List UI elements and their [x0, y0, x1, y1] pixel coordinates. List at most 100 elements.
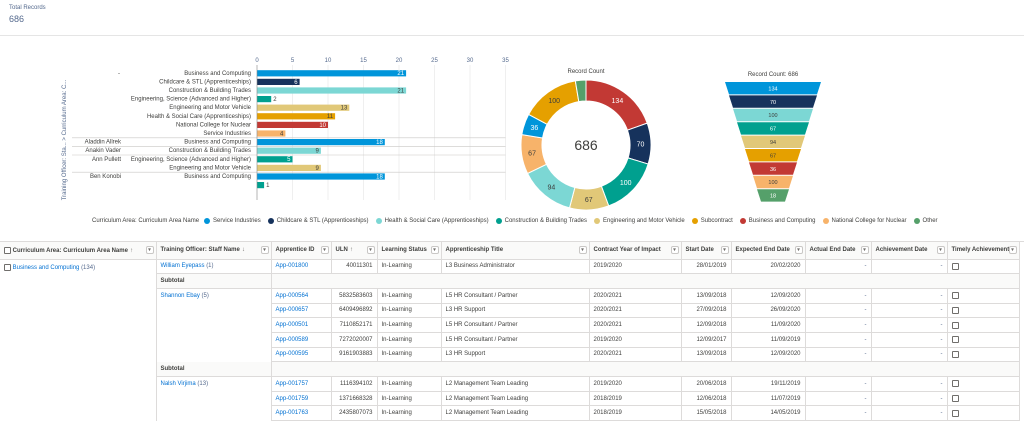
legend-item[interactable]: Service Industries	[204, 218, 261, 224]
bar[interactable]	[257, 156, 293, 163]
donut-slice[interactable]	[585, 79, 648, 131]
legend-item[interactable]: Engineering and Motor Vehicle	[594, 218, 685, 224]
row-checkbox[interactable]	[4, 263, 11, 271]
funnel-segment[interactable]	[749, 162, 797, 175]
legend-item[interactable]: Subcontract	[691, 218, 733, 224]
timely-checkbox[interactable]	[951, 321, 959, 329]
apprentice-id-link[interactable]: App-001759	[271, 391, 332, 407]
bar-value-label: 9	[316, 149, 320, 155]
sort-down-icon[interactable]: ↓	[241, 247, 245, 254]
column-menu-icon[interactable]: ▾	[860, 246, 869, 254]
bar[interactable]	[257, 78, 300, 85]
funnel-segment[interactable]	[733, 108, 813, 122]
sort-up-icon[interactable]: ↑	[129, 247, 133, 254]
funnel-segment[interactable]	[745, 149, 801, 162]
legend-item[interactable]: Business and Computing	[739, 218, 816, 224]
officer-cell[interactable]: Nalsh Virjima (13)	[156, 376, 272, 421]
funnel-segment[interactable]	[737, 122, 809, 135]
funnel-value-label: 67	[770, 153, 776, 159]
column-menu-icon[interactable]: ▾	[1008, 246, 1017, 254]
header-achievement-date[interactable]: Achievement Date ▾	[871, 242, 948, 260]
column-menu-icon[interactable]: ▾	[720, 246, 729, 254]
legend-item[interactable]: Construction & Building Trades	[495, 218, 587, 224]
header-training-officer[interactable]: Training Officer: Staff Name ↓ ▾	[156, 242, 272, 260]
category-label: Health & Social Care (Apprenticeships)	[147, 114, 251, 120]
slice-value-label: 134	[612, 98, 624, 105]
bar-value-label: 5	[287, 157, 291, 163]
legend-item[interactable]: Other	[913, 218, 938, 224]
timely-checkbox[interactable]	[951, 409, 959, 417]
legend-label: Childcare & STL (Apprenticeships)	[276, 218, 369, 224]
area-group-link[interactable]: Business and Computing	[12, 264, 80, 271]
apprentice-id-link[interactable]: App-000501	[271, 317, 332, 333]
funnel-segment[interactable]	[741, 135, 805, 148]
header-timely-achievement[interactable]: Timely Achievement ▾	[947, 242, 1020, 260]
apprentice-id-link[interactable]: App-000589	[271, 332, 332, 348]
apprentice-id-link[interactable]: App-001800	[271, 259, 332, 275]
slice-value-label: 100	[620, 180, 632, 187]
funnel-segment[interactable]	[725, 82, 821, 95]
table-row: App-001759 1371668328 In-Learning L2 Man…	[0, 391, 1020, 407]
total-records-label: Total Records	[9, 5, 46, 11]
header-start-date[interactable]: Start Date ▾	[681, 242, 732, 260]
column-menu-icon[interactable]: ▾	[145, 246, 154, 254]
header-contract-year[interactable]: Contract Year of Impact ▾	[589, 242, 682, 260]
header-curriculum-area[interactable]: Curriculum Area: Curriculum Area Name ↑ ▾	[0, 242, 157, 260]
header-actual-end-date[interactable]: Actual End Date ▾	[805, 242, 872, 260]
timely-checkbox[interactable]	[951, 350, 959, 358]
column-menu-icon[interactable]: ▾	[430, 246, 439, 254]
apprentice-id-link[interactable]: App-001763	[271, 405, 332, 422]
timely-checkbox[interactable]	[951, 380, 959, 388]
column-menu-icon[interactable]: ▾	[670, 246, 679, 254]
slice-value-label: 100	[548, 98, 560, 105]
group-label: Ben Konobi	[90, 174, 121, 180]
bar[interactable]	[257, 173, 385, 180]
bar[interactable]	[257, 164, 321, 171]
bar[interactable]	[257, 139, 385, 146]
bar[interactable]	[257, 87, 407, 94]
funnel-segment[interactable]	[753, 175, 793, 189]
column-menu-icon[interactable]: ▾	[320, 246, 329, 254]
column-menu-icon[interactable]: ▾	[260, 246, 269, 254]
column-menu-icon[interactable]: ▾	[936, 246, 945, 254]
funnel-chart[interactable]: Record Count: 686 134 70 100 67 94 67 36 100 18	[725, 72, 821, 202]
bar[interactable]	[257, 96, 272, 103]
header-learning-status[interactable]: Learning Status ▾	[377, 242, 442, 260]
apprentice-id-link[interactable]: App-000595	[271, 347, 332, 363]
header-expected-end-date[interactable]: Expected End Date ▾	[731, 242, 806, 260]
timely-checkbox[interactable]	[951, 336, 959, 344]
bar[interactable]	[257, 130, 286, 137]
select-all-checkbox[interactable]	[4, 246, 11, 254]
officer-cell[interactable]: William Eyepass (1)	[156, 259, 272, 275]
bar[interactable]	[257, 113, 336, 120]
donut-chart[interactable]: Record Count 134 70 100 67 94 67 36 100 686	[520, 69, 652, 211]
column-menu-icon[interactable]: ▾	[366, 246, 375, 254]
apprentice-id-link[interactable]: App-000657	[271, 303, 332, 319]
legend-item[interactable]: Health & Social Care (Apprenticeships)	[375, 218, 489, 224]
bar[interactable]	[257, 121, 328, 128]
legend-item[interactable]: National College for Nuclear	[822, 218, 907, 224]
timely-checkbox[interactable]	[951, 306, 959, 314]
column-menu-icon[interactable]: ▾	[794, 246, 803, 254]
apprentice-id-link[interactable]: App-000564	[271, 288, 332, 304]
donut-slice[interactable]	[574, 79, 587, 103]
bar[interactable]	[257, 70, 407, 77]
header-apprenticeship-title[interactable]: Apprenticeship Title ▾	[441, 242, 590, 260]
bar[interactable]	[257, 147, 321, 154]
legend-item[interactable]: Childcare & STL (Apprenticeships)	[267, 218, 369, 224]
funnel-segment[interactable]	[757, 189, 789, 202]
column-menu-icon[interactable]: ▾	[578, 246, 587, 254]
officer-cell[interactable]: Shannon Ebay (5)	[156, 288, 272, 362]
sort-up-icon[interactable]: ↑	[349, 247, 353, 254]
bar[interactable]	[257, 104, 350, 111]
funnel-segment[interactable]	[729, 95, 817, 108]
bar[interactable]	[257, 182, 265, 189]
header-apprentice-id[interactable]: Apprentice ID ▾	[271, 242, 332, 260]
timely-checkbox[interactable]	[951, 394, 959, 402]
total-records-value: 686	[9, 14, 25, 24]
timely-checkbox[interactable]	[951, 292, 959, 300]
apprentice-id-link[interactable]: App-001757	[271, 376, 332, 392]
header-uln[interactable]: ULN ↑ ▾	[331, 242, 378, 260]
timely-checkbox[interactable]	[951, 262, 959, 270]
